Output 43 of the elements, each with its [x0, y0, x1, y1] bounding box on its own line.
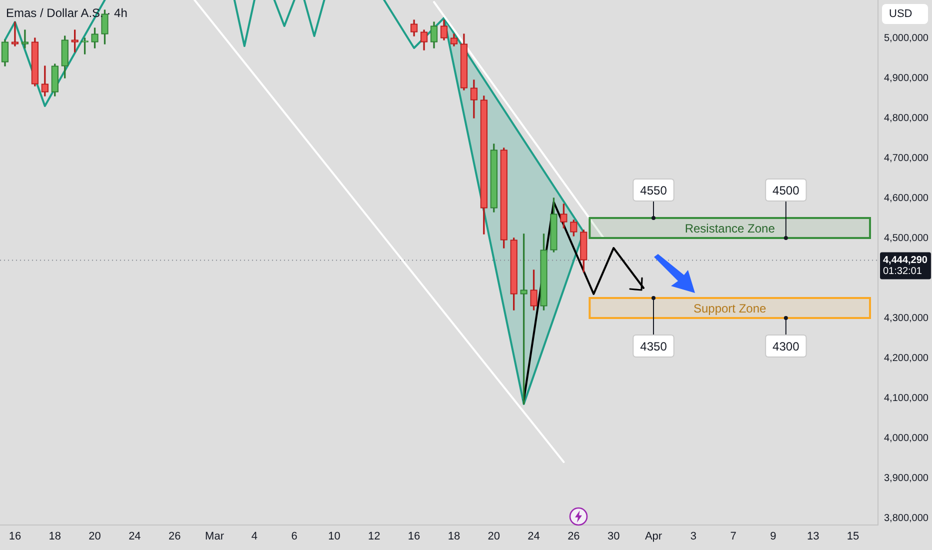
x-tick-label: 18	[448, 530, 460, 543]
y-tick-label: 4,000,000	[884, 432, 929, 444]
x-tick-label: 10	[328, 530, 340, 543]
band-label: Resistance Zone	[684, 221, 776, 236]
y-tick-label: 4,600,000	[884, 192, 929, 204]
band-label: Support Zone	[693, 301, 767, 316]
annotation: 4500	[772, 183, 800, 198]
y-tick-label: 3,900,000	[884, 472, 929, 484]
x-tick-label: 26	[568, 530, 580, 543]
y-tick-label: 4,900,000	[884, 72, 929, 84]
x-tick-label: 24	[128, 530, 141, 543]
x-tick-label: 18	[48, 530, 61, 543]
x-tick-label: 12	[368, 530, 380, 543]
y-tick-label: 4,100,000	[884, 392, 929, 404]
x-tick-label: 7	[730, 530, 736, 543]
y-axis-title: USD	[882, 4, 928, 24]
annotation: 4350	[640, 339, 668, 354]
x-tick-label: 26	[168, 530, 181, 543]
y-tick-label: 4,700,000	[884, 152, 929, 164]
y-tick-label: 4,200,000	[884, 352, 929, 364]
annotation: 4300	[772, 339, 800, 354]
x-tick-label: Apr	[644, 530, 662, 543]
x-tick-label: 30	[607, 530, 620, 543]
x-tick-label: 9	[770, 530, 776, 543]
x-tick-label: 20	[88, 530, 101, 543]
x-tick-label: 24	[528, 530, 540, 543]
ref-line-label: 4,444,290	[883, 255, 928, 266]
y-tick-label: 4,800,000	[884, 112, 929, 124]
x-tick-label: 3	[690, 530, 696, 543]
y-tick-label: 3,800,000	[884, 512, 929, 524]
x-tick-label: 15	[846, 530, 860, 543]
annotation: 4550	[640, 183, 668, 198]
x-tick-label: 13	[807, 530, 820, 543]
x-tick-label: 6	[291, 530, 298, 543]
y-tick-label: 4,300,000	[884, 312, 929, 324]
y-tick-label: 5,000,000	[884, 32, 929, 44]
x-tick-label: 4	[251, 530, 258, 543]
text: 01:32:01	[883, 266, 922, 278]
x-tick-label: 16	[8, 530, 22, 543]
x-tick-label: 20	[488, 530, 500, 543]
x-tick-label: 16	[408, 530, 420, 543]
y-tick-label: 4,500,000	[884, 232, 929, 244]
x-tick-label: Mar	[205, 530, 224, 543]
